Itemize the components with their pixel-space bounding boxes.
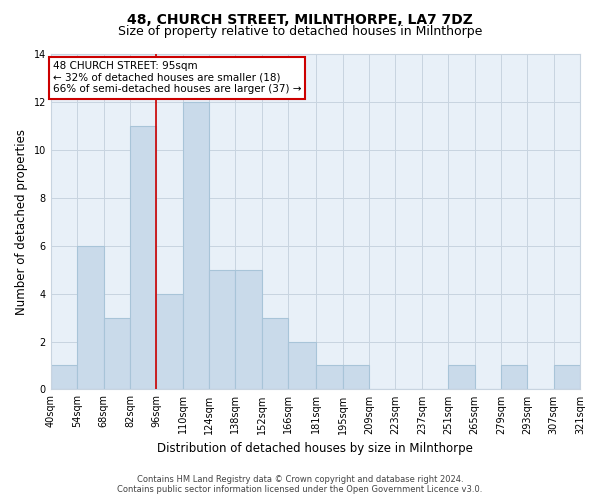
Bar (316, 366, 343, 390)
Text: 48 CHURCH STREET: 95sqm
← 32% of detached houses are smaller (18)
66% of semi-de: 48 CHURCH STREET: 95sqm ← 32% of detache… (53, 61, 301, 94)
Text: Size of property relative to detached houses in Milnthorpe: Size of property relative to detached ho… (118, 25, 482, 38)
Bar (288, 342, 316, 390)
Bar (554, 366, 580, 390)
Bar (77, 246, 104, 390)
Bar (130, 126, 156, 390)
Bar (209, 270, 235, 390)
X-axis label: Distribution of detached houses by size in Milnthorpe: Distribution of detached houses by size … (157, 442, 473, 455)
Bar (51, 366, 77, 390)
Bar (235, 270, 262, 390)
Text: Contains HM Land Registry data © Crown copyright and database right 2024.
Contai: Contains HM Land Registry data © Crown c… (118, 474, 482, 494)
Text: 48, CHURCH STREET, MILNTHORPE, LA7 7DZ: 48, CHURCH STREET, MILNTHORPE, LA7 7DZ (127, 12, 473, 26)
Bar (343, 366, 369, 390)
Bar (104, 318, 130, 390)
Y-axis label: Number of detached properties: Number of detached properties (15, 128, 28, 314)
Bar (448, 366, 475, 390)
Bar (156, 294, 182, 390)
Bar (182, 102, 209, 390)
Bar (262, 318, 288, 390)
Bar (501, 366, 527, 390)
